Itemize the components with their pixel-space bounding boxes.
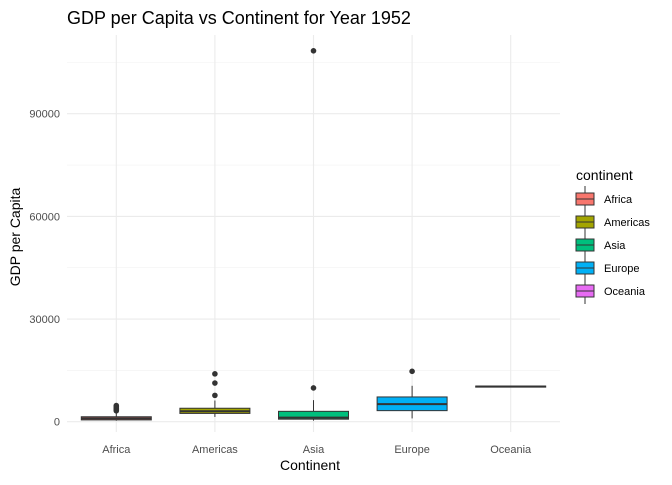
outlier-point [212,392,218,399]
legend-label: Europe [604,263,639,275]
outlier-point [113,402,120,409]
legend-label: Asia [604,240,626,252]
chart-title: GDP per Capita vs Continent for Year 195… [67,8,411,28]
x-tick-label: Africa [102,444,131,456]
x-tick-label: Oceania [490,444,532,456]
legend-title: continent [576,167,633,183]
y-tick-label: 60000 [29,211,60,223]
outlier-point [409,368,415,375]
legend-label: Africa [604,194,633,206]
box-layer [80,48,547,421]
outlier-point [310,48,317,54]
legend: continent Africa Americas Asia Europe Oceani… [575,167,650,304]
legend-label: Oceania [604,286,646,298]
x-tick-label: Europe [394,444,429,456]
y-axis-title: GDP per Capita [7,188,23,287]
axis-layer: 0 30000 60000 90000 Africa Americas Asia Europe… [29,109,532,456]
box-asia [278,410,349,420]
legend-label: Americas [604,217,650,229]
y-tick-label: 30000 [29,314,60,326]
y-tick-label: 90000 [29,109,60,121]
x-axis-title: Continent [280,457,340,473]
y-tick-label: 0 [54,417,60,429]
grid-layer [67,35,560,432]
x-tick-label: Asia [303,444,325,456]
outlier-point [212,371,218,377]
outlier-point [310,385,317,391]
outlier-point [212,380,218,386]
x-tick-label: Americas [192,444,238,456]
